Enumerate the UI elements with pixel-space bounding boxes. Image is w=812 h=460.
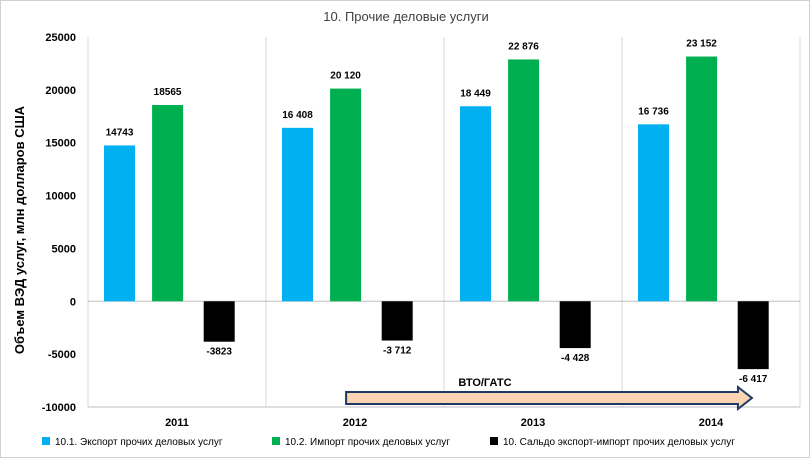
data-label: 16 736 (638, 106, 669, 117)
legend-swatch (490, 437, 498, 445)
y-tick-label: -5000 (48, 349, 76, 361)
data-label: 14743 (106, 127, 134, 138)
data-label: 23 152 (686, 39, 717, 50)
y-tick-label: 15000 (45, 138, 76, 150)
data-label: 20 120 (330, 71, 361, 82)
y-tick-label: -10000 (42, 402, 76, 414)
bar (638, 124, 670, 302)
bar (686, 56, 718, 302)
bar (152, 105, 184, 302)
data-label: -3823 (206, 347, 232, 358)
bar (559, 301, 591, 349)
bar (737, 301, 769, 370)
data-label: 16 408 (282, 110, 313, 121)
y-tick-label: 10000 (45, 191, 76, 203)
bar (508, 59, 540, 302)
data-label: -3 712 (383, 346, 412, 357)
legend-swatch (42, 437, 50, 445)
x-tick-label: 2014 (699, 417, 724, 429)
legend-label: 10.2. Импорт прочих деловых услуг (285, 437, 450, 448)
x-tick-label: 2013 (521, 417, 545, 429)
y-tick-label: 0 (70, 296, 76, 308)
wto-gats-arrow (345, 384, 754, 412)
data-label: 18 449 (460, 88, 491, 99)
bar (203, 301, 235, 342)
legend-label: 10.1. Экспорт прочих деловых услуг (55, 437, 223, 448)
data-label: -4 428 (561, 353, 590, 364)
x-tick-label: 2011 (165, 417, 189, 429)
bar (381, 301, 413, 341)
data-label: 18565 (154, 87, 182, 98)
plot-area: 25000 20000 15000 10000 5000 0 -5000 -10000 ВТО/… (42, 32, 801, 448)
data-label: 22 876 (508, 41, 539, 52)
y-axis-label: Объем ВЭД услуг, млн долларов США (12, 105, 27, 354)
chart-title: 10. Прочие деловые услуги (323, 9, 488, 24)
bar (104, 145, 136, 302)
y-tick-label: 5000 (52, 243, 76, 255)
x-tick-label: 2012 (343, 417, 367, 429)
bar (330, 88, 362, 302)
legend-swatch (272, 437, 280, 445)
data-label: -6 417 (739, 374, 768, 385)
bar (282, 127, 314, 302)
y-tick-label: 25000 (45, 32, 76, 44)
bar (460, 106, 492, 302)
legend-label: 10. Сальдо экспорт-импорт прочих деловых… (503, 437, 735, 448)
y-tick-label: 20000 (45, 85, 76, 97)
wto-gats-label: ВТО/ГАТС (458, 377, 511, 389)
